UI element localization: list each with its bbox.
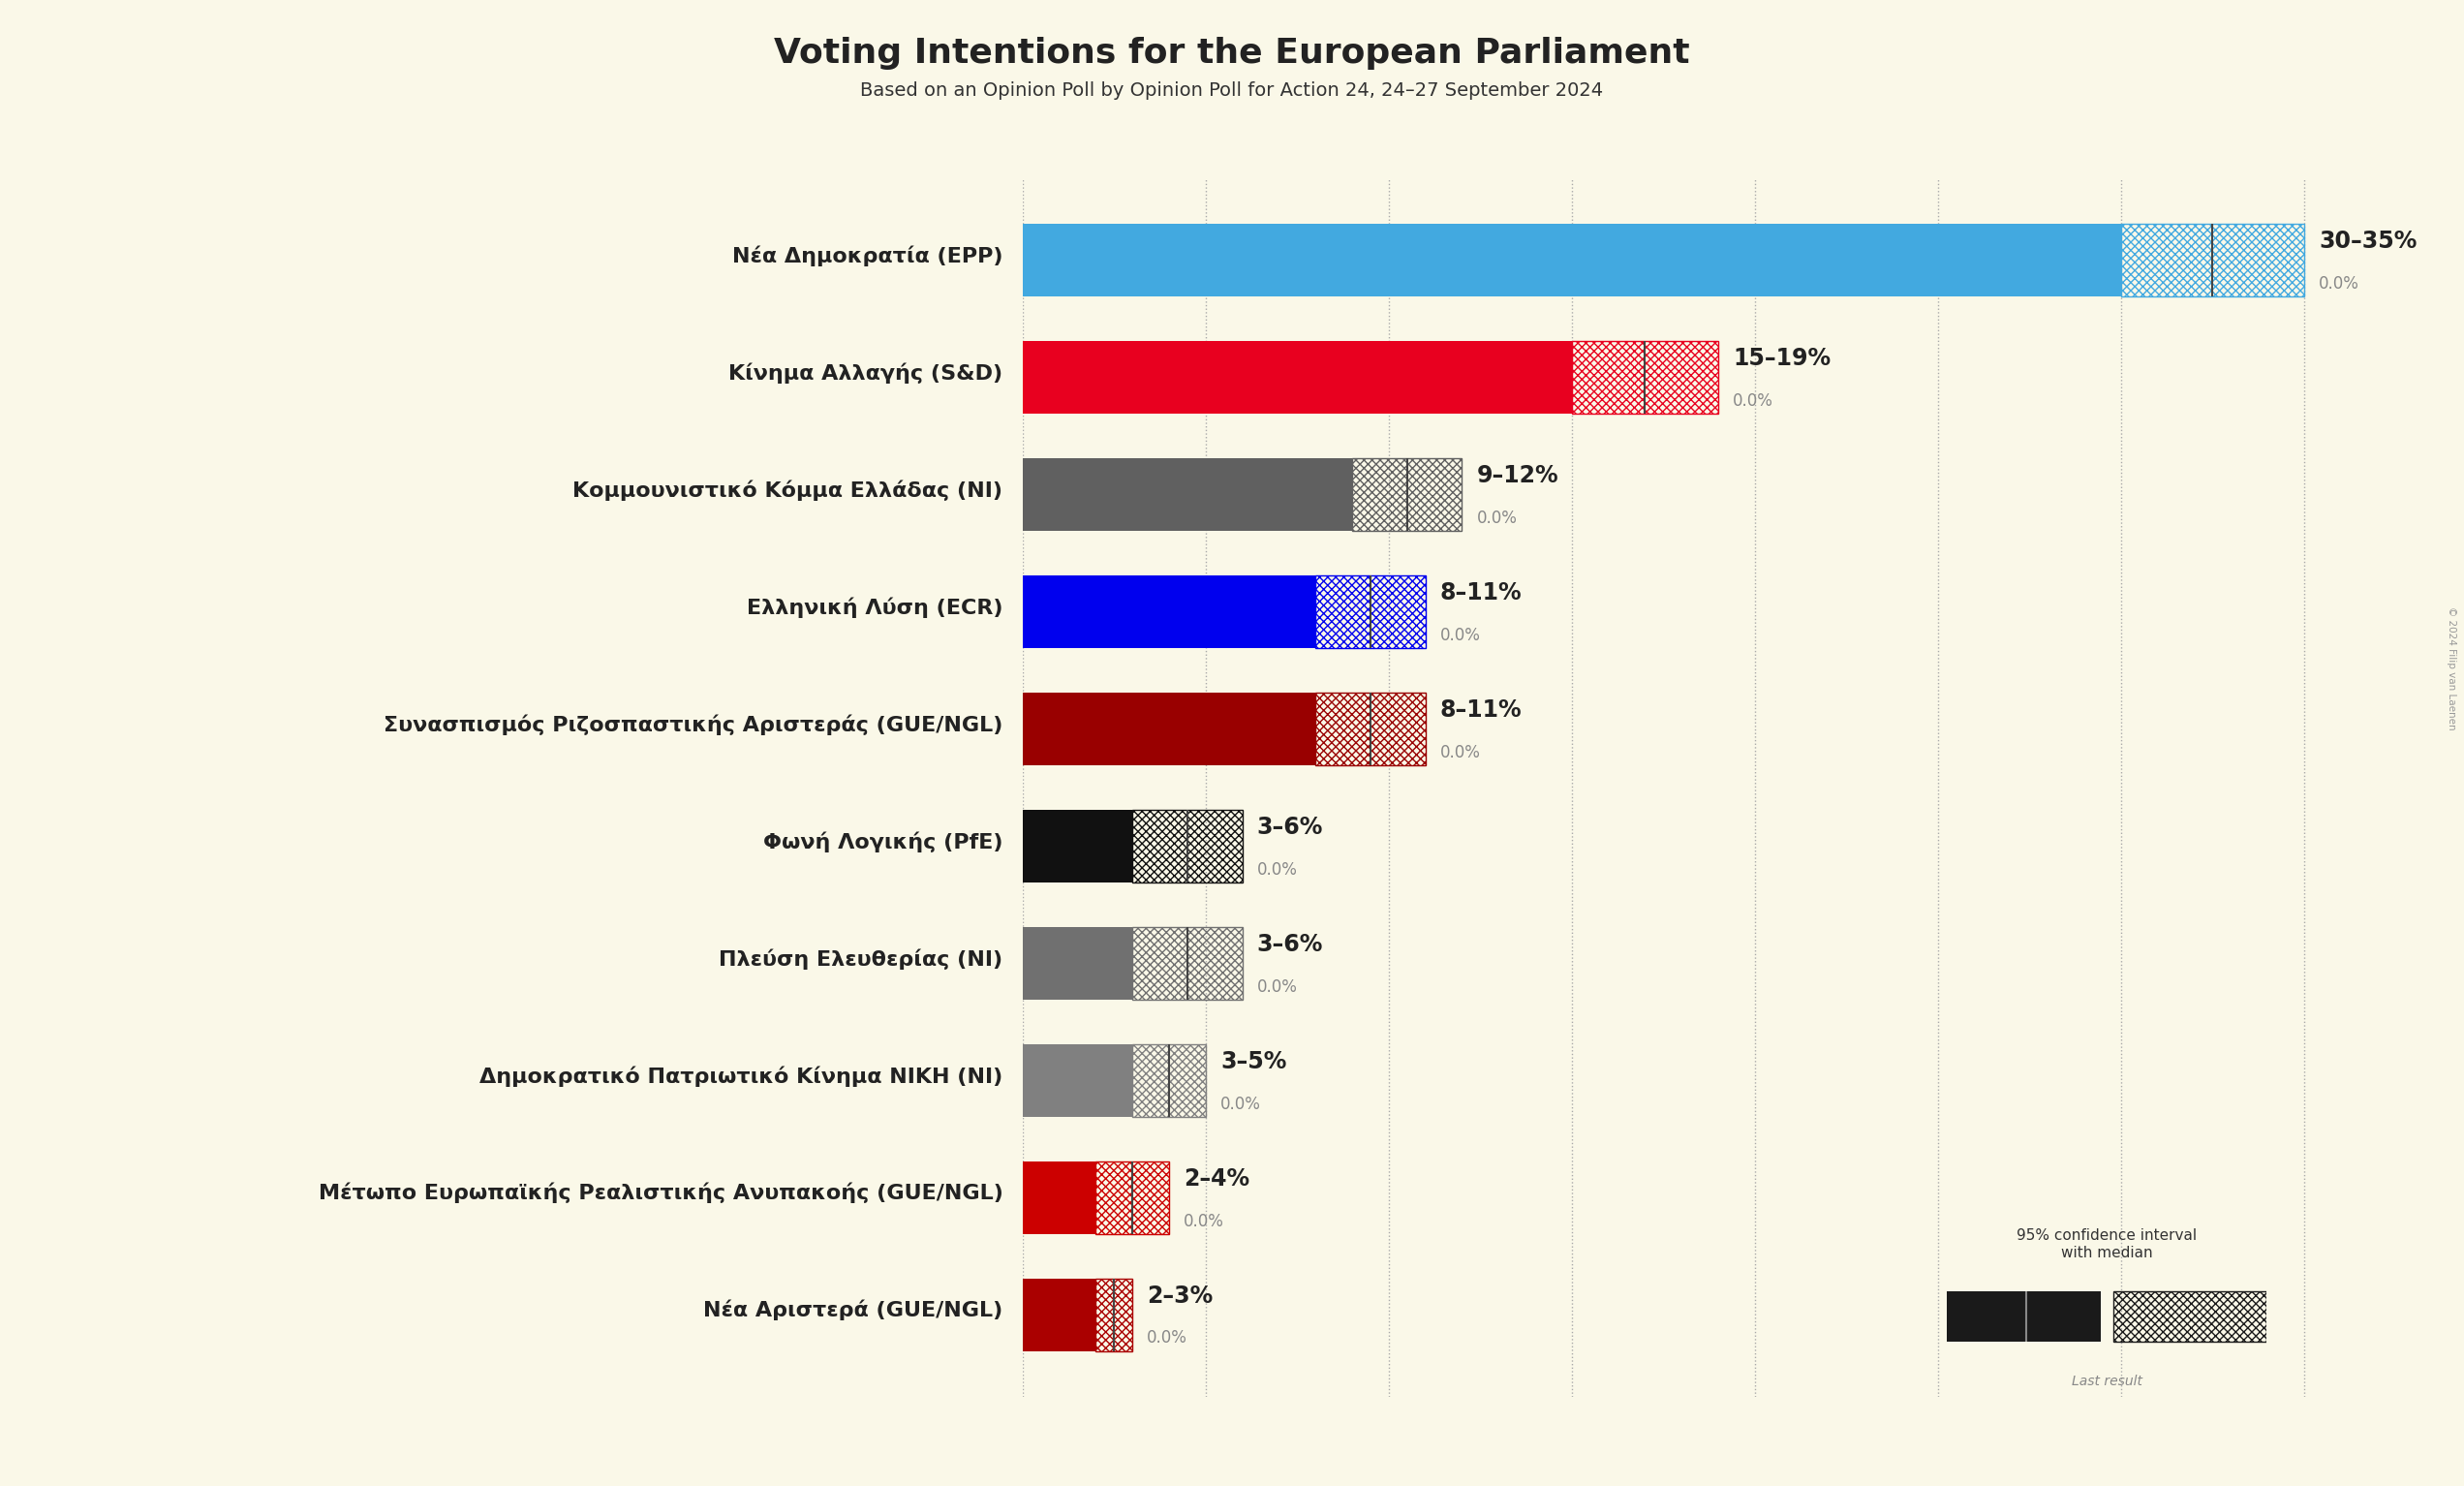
- Text: Μέτωπο Ευρωπαϊκής Ρεαλιστικής Ανυπακοής (GUE/NGL): Μέτωπο Ευρωπαϊκής Ρεαλιστικής Ανυπακοής …: [318, 1183, 1003, 1204]
- Text: Based on an Opinion Poll by Opinion Poll for Action 24, 24–27 September 2024: Based on an Opinion Poll by Opinion Poll…: [860, 82, 1604, 100]
- Bar: [1133, 810, 1242, 883]
- Text: Πλεύση Ελευθερίας (NI): Πλεύση Ελευθερίας (NI): [719, 948, 1003, 969]
- Text: 0.0%: 0.0%: [1732, 392, 1774, 410]
- Text: 0.0%: 0.0%: [1257, 978, 1299, 996]
- Text: 0.0%: 0.0%: [2319, 275, 2361, 293]
- Bar: [1316, 575, 1424, 648]
- Bar: [1023, 1278, 1096, 1351]
- Bar: [1023, 1162, 1096, 1233]
- Bar: [1023, 224, 2122, 297]
- Text: 0.0%: 0.0%: [1220, 1095, 1262, 1113]
- Text: 30–35%: 30–35%: [2319, 230, 2417, 253]
- Text: 8–11%: 8–11%: [1439, 581, 1523, 605]
- Text: 0.0%: 0.0%: [1148, 1330, 1188, 1346]
- Text: Voting Intentions for the European Parliament: Voting Intentions for the European Parli…: [774, 37, 1690, 70]
- Bar: [1023, 342, 1572, 413]
- Text: 0.0%: 0.0%: [1439, 627, 1481, 643]
- Text: 3–6%: 3–6%: [1257, 933, 1323, 955]
- Bar: [1572, 342, 1717, 413]
- Bar: [1023, 575, 1316, 648]
- Bar: [2114, 1291, 2267, 1342]
- Text: 3–6%: 3–6%: [1257, 816, 1323, 840]
- Text: Φωνή Λογικής (PfE): Φωνή Λογικής (PfE): [764, 831, 1003, 851]
- Text: © 2024 Filip van Laenen: © 2024 Filip van Laenen: [2447, 606, 2457, 731]
- Text: 0.0%: 0.0%: [1476, 510, 1518, 528]
- Text: 9–12%: 9–12%: [1476, 464, 1560, 487]
- Text: 3–5%: 3–5%: [1220, 1051, 1286, 1073]
- Text: Νέα Αριστερά (GUE/NGL): Νέα Αριστερά (GUE/NGL): [702, 1300, 1003, 1321]
- Bar: [1023, 458, 1353, 531]
- Text: 2–4%: 2–4%: [1183, 1168, 1249, 1190]
- Text: 0.0%: 0.0%: [1183, 1213, 1225, 1230]
- Bar: [1353, 458, 1461, 531]
- Text: 0.0%: 0.0%: [1257, 860, 1299, 878]
- Text: Κίνημα Αλλαγής (S&D): Κίνημα Αλλαγής (S&D): [729, 363, 1003, 383]
- Text: Συνασπισμός Ριζοσπαστικής Αριστεράς (GUE/NGL): Συνασπισμός Ριζοσπαστικής Αριστεράς (GUE…: [384, 715, 1003, 736]
- Bar: [2122, 224, 2304, 297]
- Text: Κομμουνιστικό Κόμμα Ελλάδας (NI): Κομμουνιστικό Κόμμα Ελλάδας (NI): [572, 480, 1003, 501]
- Bar: [1023, 810, 1133, 883]
- Bar: [1133, 1045, 1205, 1117]
- Text: 8–11%: 8–11%: [1439, 698, 1523, 722]
- Bar: [1096, 1278, 1133, 1351]
- Text: Δημοκρατικό Πατριωτικό Κίνημα ΝΙΚΗ (NI): Δημοκρατικό Πατριωτικό Κίνημα ΝΙΚΗ (NI): [480, 1065, 1003, 1086]
- Text: Last result: Last result: [2072, 1375, 2141, 1388]
- Text: Νέα Δημοκρατία (EPP): Νέα Δημοκρατία (EPP): [732, 245, 1003, 266]
- Text: 0.0%: 0.0%: [1439, 743, 1481, 761]
- Bar: [1316, 692, 1424, 765]
- Bar: [1947, 1291, 2099, 1342]
- Bar: [1023, 927, 1133, 1000]
- Text: 95% confidence interval
with median: 95% confidence interval with median: [2016, 1229, 2198, 1260]
- Bar: [1133, 927, 1242, 1000]
- Bar: [1023, 1045, 1133, 1117]
- Text: Ελληνική Λύση (ECR): Ελληνική Λύση (ECR): [747, 597, 1003, 618]
- Text: 15–19%: 15–19%: [1732, 348, 1831, 370]
- Bar: [1023, 692, 1316, 765]
- Text: 2–3%: 2–3%: [1148, 1284, 1212, 1308]
- Bar: [1096, 1162, 1168, 1233]
